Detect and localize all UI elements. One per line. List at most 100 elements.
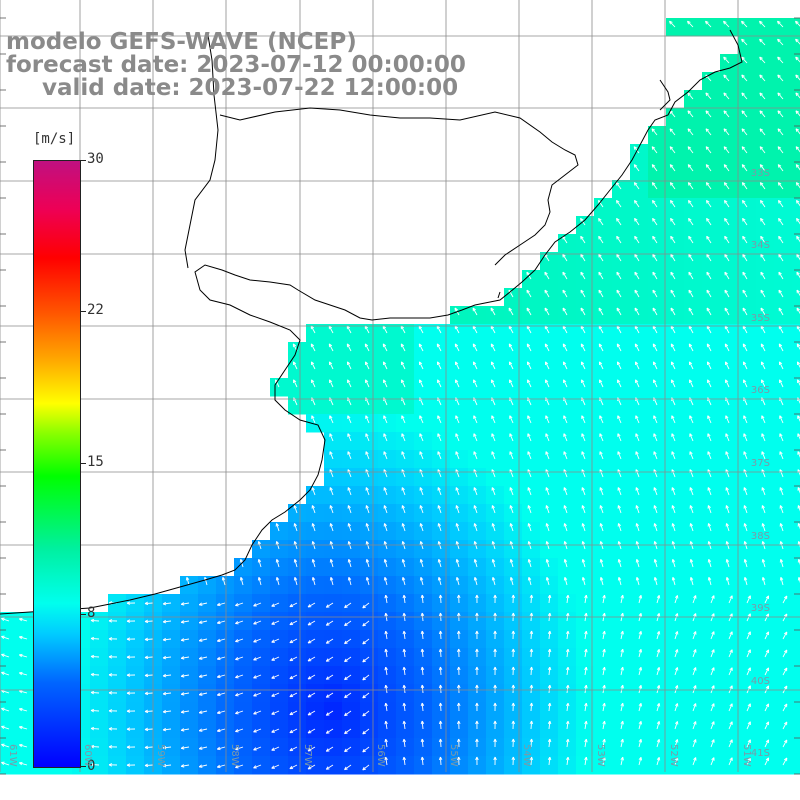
wind-arrow-head bbox=[384, 559, 388, 563]
wind-cell bbox=[270, 558, 289, 577]
wind-cell bbox=[720, 738, 739, 757]
wind-cell bbox=[198, 666, 217, 685]
wind-cell bbox=[450, 558, 469, 577]
wind-arrow-head bbox=[108, 745, 113, 748]
wind-arrow bbox=[491, 451, 496, 460]
wind-arrow-head bbox=[311, 379, 315, 383]
wind-cell bbox=[702, 288, 721, 307]
wind-arrow bbox=[530, 684, 533, 694]
wind-arrow bbox=[384, 559, 388, 568]
wind-arrow bbox=[620, 721, 624, 730]
wind-cell bbox=[558, 630, 577, 649]
lon-label: 60W bbox=[82, 744, 93, 767]
wind-arrow-head bbox=[162, 655, 167, 659]
wind-arrow bbox=[728, 595, 733, 604]
wind-cell bbox=[504, 360, 523, 379]
wind-arrow-head bbox=[724, 200, 728, 203]
wind-arrow bbox=[362, 746, 370, 753]
wind-arrow bbox=[615, 182, 622, 190]
wind-arrow-head bbox=[180, 620, 185, 623]
wind-arrow bbox=[656, 595, 660, 604]
wind-arrow bbox=[600, 559, 604, 568]
wind-arrow-head bbox=[253, 747, 257, 751]
wind-arrow bbox=[743, 361, 748, 370]
wind-cell bbox=[702, 414, 721, 433]
wind-arrow bbox=[692, 631, 697, 640]
wind-arrow-head bbox=[742, 271, 746, 275]
wind-cell bbox=[396, 342, 415, 361]
wind-arrow-head bbox=[581, 487, 585, 491]
wind-arrow bbox=[764, 739, 769, 748]
wind-cell bbox=[594, 648, 613, 667]
wind-cell bbox=[792, 720, 800, 739]
wind-cell bbox=[270, 756, 289, 775]
wind-cell bbox=[414, 486, 433, 505]
wind-arrow bbox=[419, 415, 424, 424]
wind-cell bbox=[576, 594, 595, 613]
wind-cell bbox=[684, 738, 703, 757]
wind-arrow-head bbox=[617, 469, 621, 473]
wind-arrow-head bbox=[402, 559, 406, 563]
wind-cell bbox=[738, 36, 757, 55]
wind-arrow bbox=[311, 415, 316, 424]
wind-arrow-head bbox=[705, 128, 710, 131]
wind-arrow bbox=[688, 343, 694, 352]
wind-arrow-head bbox=[180, 602, 185, 605]
wind-arrow bbox=[760, 307, 766, 316]
wind-cell bbox=[522, 414, 541, 433]
wind-cell bbox=[234, 720, 253, 739]
wind-arrow-head bbox=[216, 692, 221, 696]
wind-cell bbox=[648, 270, 667, 289]
wind-arrow bbox=[710, 595, 715, 604]
wind-arrow bbox=[163, 746, 172, 749]
wind-arrow-head bbox=[654, 523, 657, 527]
wind-arrow bbox=[759, 92, 766, 100]
wind-arrow-head bbox=[271, 621, 275, 625]
wind-arrow-head bbox=[531, 612, 534, 617]
wind-cell bbox=[378, 738, 397, 757]
wind-arrow-head bbox=[797, 343, 800, 347]
wind-arrow-head bbox=[796, 217, 800, 221]
wind-arrow-head bbox=[509, 343, 513, 347]
wind-cell bbox=[504, 288, 523, 307]
wind-arrow-head bbox=[289, 693, 293, 697]
wind-arrow bbox=[795, 92, 800, 99]
wind-cell bbox=[288, 342, 307, 361]
wind-arrow bbox=[688, 253, 694, 262]
wind-arrow-head bbox=[271, 765, 275, 769]
wind-cell bbox=[684, 198, 703, 217]
wind-arrow bbox=[762, 577, 766, 586]
wind-cell bbox=[396, 720, 415, 739]
wind-arrow-head bbox=[344, 604, 347, 608]
wind-arrow-head bbox=[688, 200, 692, 203]
wind-arrow-head bbox=[440, 648, 443, 653]
wind-arrow-head bbox=[294, 559, 298, 563]
wind-cell bbox=[648, 666, 667, 685]
wind-cell bbox=[738, 720, 757, 739]
wind-arrow-head bbox=[795, 92, 799, 95]
wind-arrow bbox=[289, 692, 298, 698]
wind-cell bbox=[792, 90, 800, 109]
wind-cell bbox=[288, 684, 307, 703]
wind-arrow-head bbox=[707, 415, 711, 419]
wind-arrow bbox=[530, 702, 533, 712]
wind-cell bbox=[108, 594, 127, 613]
wind-arrow-head bbox=[778, 217, 782, 221]
wind-arrow bbox=[688, 218, 694, 226]
wind-cell bbox=[648, 702, 667, 721]
wind-cell bbox=[126, 594, 145, 613]
wind-cell bbox=[558, 648, 577, 667]
wind-cell bbox=[612, 756, 631, 775]
wind-cell bbox=[756, 108, 775, 127]
wind-arrow bbox=[509, 415, 514, 424]
wind-cell bbox=[252, 594, 271, 613]
wind-arrow-head bbox=[402, 523, 405, 527]
wind-cell bbox=[576, 396, 595, 415]
wind-arrow-head bbox=[437, 433, 441, 437]
wind-cell bbox=[594, 288, 613, 307]
wind-arrow bbox=[384, 523, 388, 532]
wind-cell bbox=[414, 324, 433, 343]
wind-cell bbox=[270, 612, 289, 631]
wind-arrow-head bbox=[618, 505, 621, 509]
wind-arrow bbox=[778, 200, 784, 208]
